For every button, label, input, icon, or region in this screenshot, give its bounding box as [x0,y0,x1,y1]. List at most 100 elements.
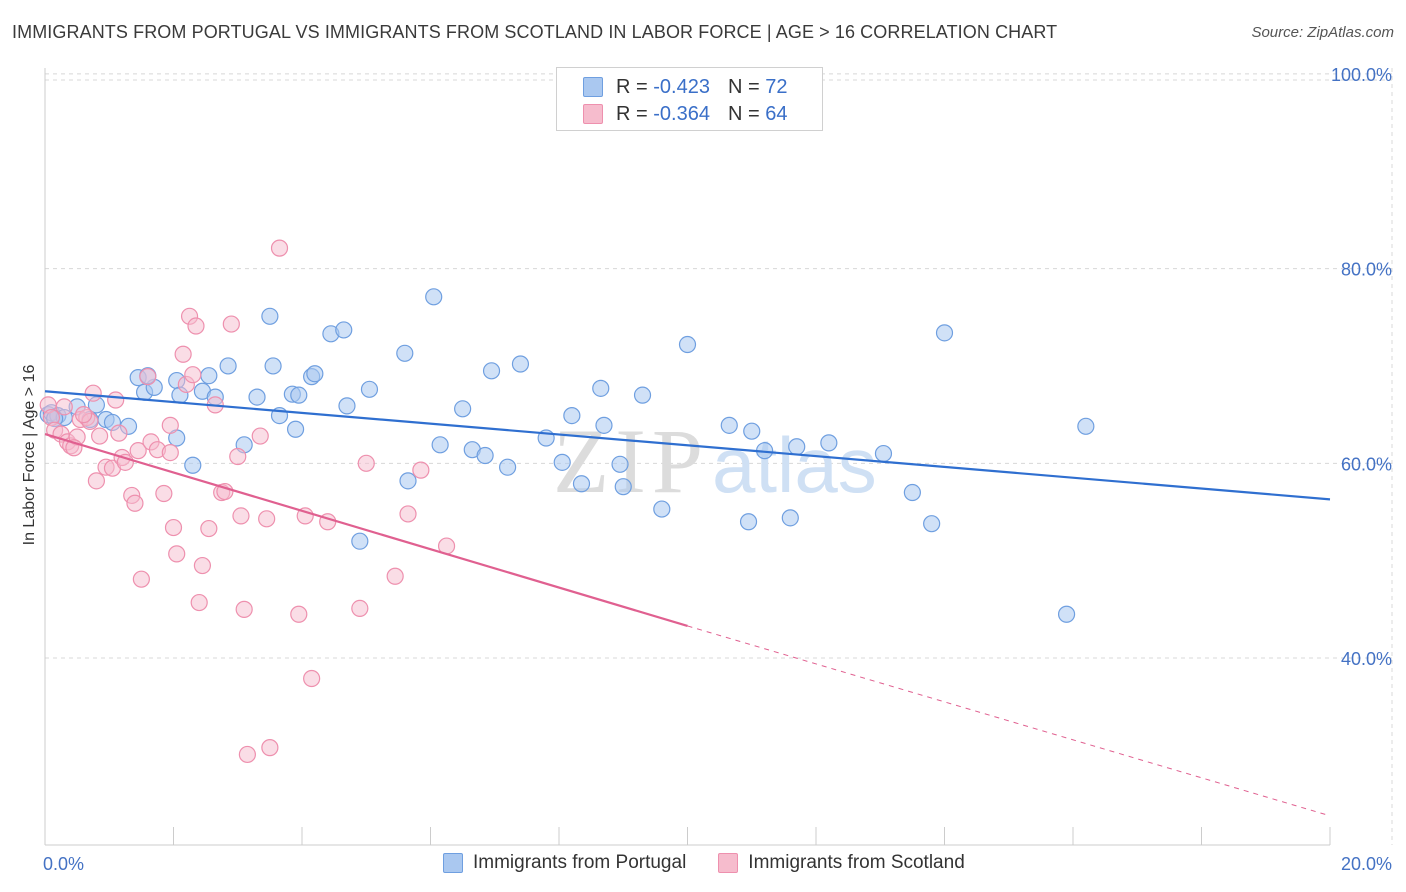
portugal-point [248,388,266,406]
legend-item-scotland: Immigrants from Scotland [718,852,965,874]
portugal-trend-line [44,390,1331,501]
scotland-point [161,416,179,434]
scotland-point [258,510,276,528]
y-tick-label: 60.0% [1341,454,1392,474]
portugal-point [499,458,517,476]
portugal-point [396,344,414,362]
scotland-point [261,739,279,757]
scotland-point [107,391,125,409]
scotland-point [91,427,109,445]
portugal-point [338,397,356,415]
scotland-point [84,384,102,402]
portugal-point [425,288,443,306]
scotland-point [184,366,202,384]
portugal-point [553,453,571,471]
legend-row-scotland: R = -0.364 N = 64 [583,102,787,126]
scotland-swatch [718,853,739,873]
trend-lines [44,390,1331,817]
portugal-point [788,438,806,456]
scotland-point [290,605,308,623]
portugal-point [219,357,237,375]
scotland-point [168,545,186,563]
portugal-point [261,307,279,325]
r-label: R = [616,75,648,98]
scotland-point [232,507,250,525]
scotland-point [174,345,192,363]
x-tick-label: 20.0% [1341,854,1392,874]
portugal-point [1077,417,1095,435]
portugal-point [614,478,632,496]
x-tick-label: 0.0% [43,854,84,874]
scotland-point [251,427,269,445]
portugal-point [200,367,218,385]
portugal-point [781,509,799,527]
portugal-point [454,400,472,418]
scotland-point [126,494,144,512]
scotland-point [164,518,183,537]
scotland-point [190,593,208,612]
scotland-point [412,461,430,479]
scotland-point [55,398,73,416]
scotland-point [187,317,205,335]
y-tick-label: 40.0% [1341,649,1392,669]
portugal-point [563,407,581,425]
scotland-point [303,669,321,688]
legend-label: Immigrants from Portugal [473,852,687,873]
portugal-point [653,500,671,518]
r-label: R = [616,102,648,125]
scotland-point [270,239,289,257]
y-tick-label: 80.0% [1341,260,1392,280]
chart-title: IMMIGRANTS FROM PORTUGAL VS IMMIGRANTS F… [12,22,1058,42]
portugal-point [351,532,369,550]
scotland-point [200,519,218,538]
n-value: 64 [765,102,788,125]
axes [44,68,1331,846]
scotland-point [351,599,369,617]
portugal-point [595,416,613,434]
legend-item-portugal: Immigrants from Portugal [443,852,686,874]
scotland-point [132,570,150,588]
source-label: Source: ZipAtlas.com [1251,24,1394,41]
portugal-point [720,416,738,434]
n-value: 72 [765,75,788,98]
portugal-swatch [443,853,463,873]
portugal-point [739,513,758,531]
portugal-point [678,335,697,354]
portugal-point [290,386,308,404]
scotland-point [155,484,173,503]
y-axis-label: In Labor Force | Age > 16 [21,365,38,546]
scotland-point [110,424,128,442]
legend-row-portugal: R = -0.423 N = 72 [583,75,787,99]
portugal-point [611,455,629,473]
scotland-point [74,406,93,424]
portugal-point [935,324,954,342]
portugal-point [335,321,353,339]
scotland-trend-extension [687,625,1331,817]
portugal-point [184,456,202,474]
scotland-point [235,600,253,618]
portugal-point [923,515,941,533]
portugal-swatch [583,77,603,97]
portugal-point [592,379,610,397]
watermark: ZIP atlas [553,410,877,512]
scotland-point [229,447,247,466]
portugal-point [306,365,324,383]
portugal-point [360,380,379,398]
legend-label: Immigrants from Scotland [748,852,965,873]
scotland-point [399,505,417,523]
scotland-point [238,745,256,764]
portugal-point [903,483,921,502]
scotland-points [39,239,456,764]
scotland-point [139,368,157,386]
scotland-point [222,315,240,333]
portugal-point [431,436,449,454]
r-value: -0.423 [653,75,710,98]
scotland-point [129,442,147,460]
portugal-point [264,357,282,375]
scotland-point [386,567,404,585]
series-legend: Immigrants from Portugal Immigrants from… [443,852,997,874]
portugal-point [286,420,305,438]
portugal-point [476,446,494,465]
scotland-swatch [583,104,603,124]
